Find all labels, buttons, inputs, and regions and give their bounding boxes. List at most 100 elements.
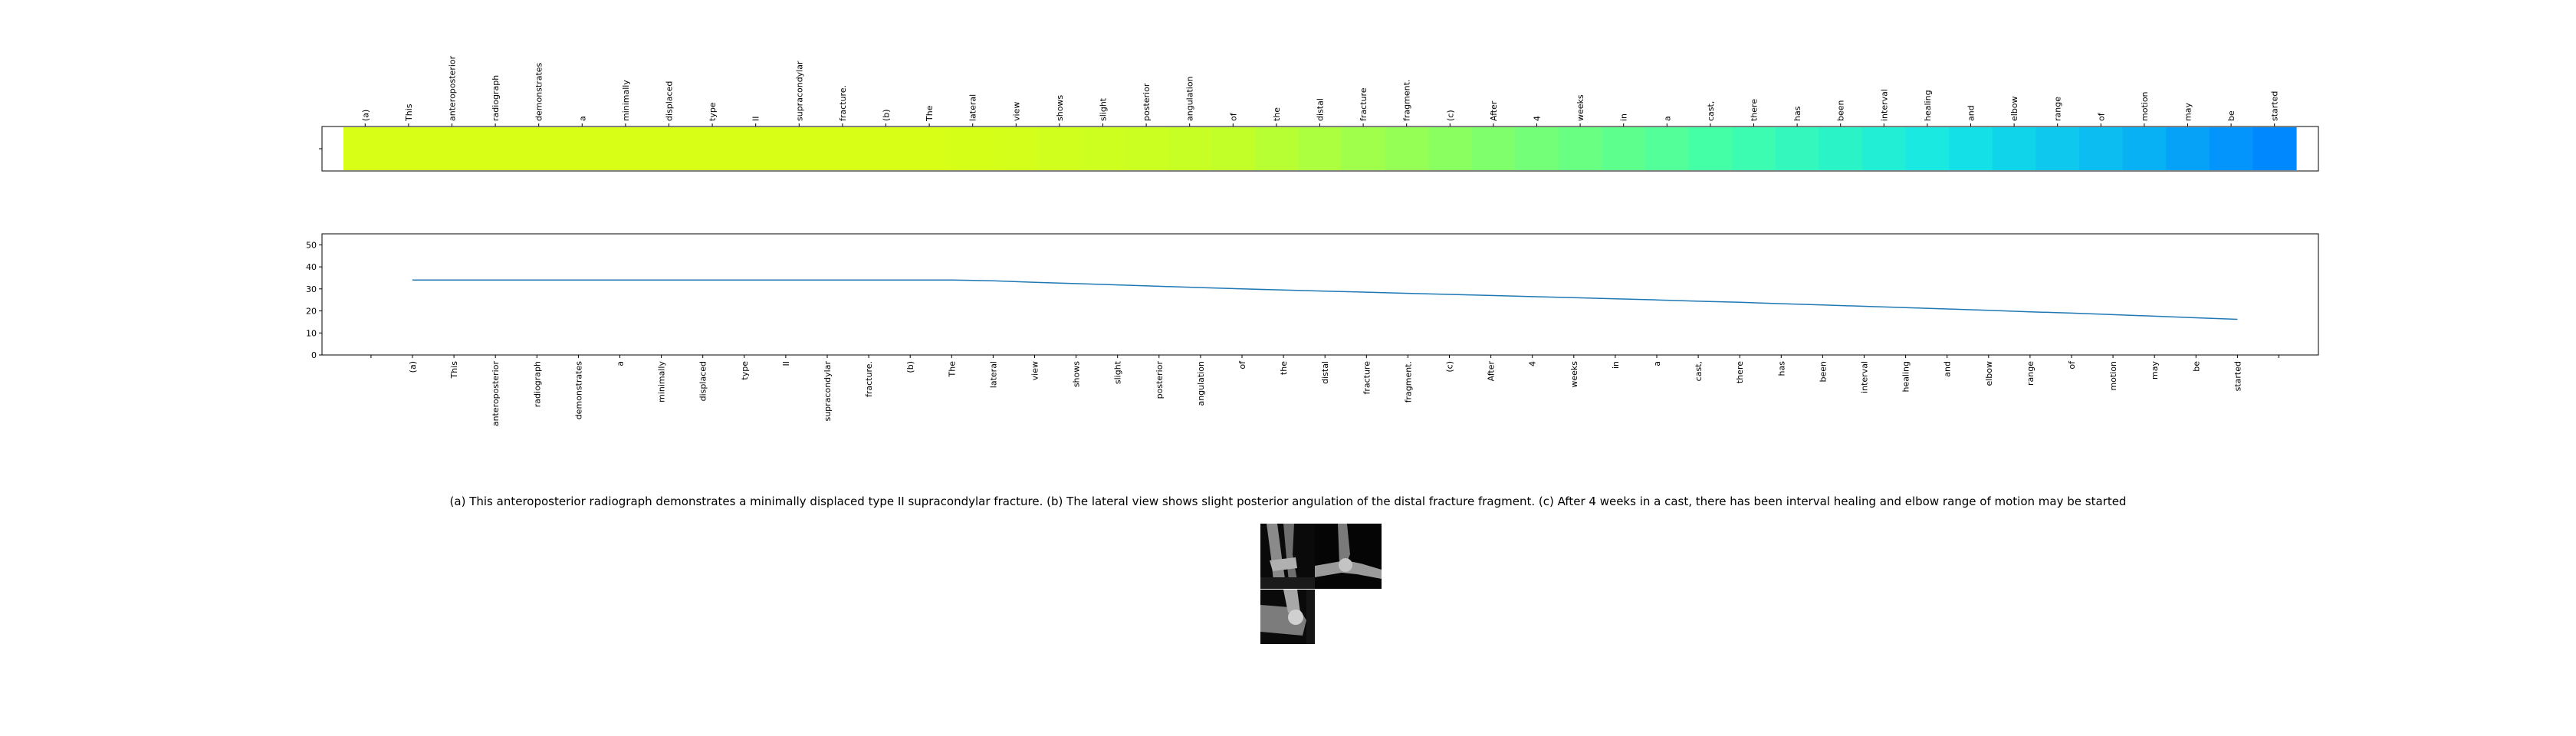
- line-x-tick-label: This: [449, 361, 459, 380]
- heatmap-tick-label: slight: [1099, 97, 1109, 121]
- heatmap-tick-label: and: [1967, 105, 1976, 121]
- heatmap-cell: [864, 127, 909, 170]
- line-x-tick-label: of: [1237, 360, 1247, 370]
- radiograph-thumbnails: [1260, 524, 1382, 644]
- line-x-tick-label: interval: [1860, 361, 1870, 393]
- heatmap-cell: [1645, 127, 1690, 170]
- line-x-tick-label: type: [740, 361, 750, 380]
- heatmap-tick-label: 4: [1533, 116, 1543, 121]
- heatmap-tick-label: fracture.: [838, 85, 848, 121]
- heatmap-tick-label: view: [1011, 102, 1021, 121]
- line-x-tick-label: range: [2026, 361, 2036, 386]
- line-x-tick-label: demonstrates: [573, 361, 583, 420]
- line-y-tick-label: 30: [306, 284, 317, 294]
- heatmap-tick-label: lateral: [968, 94, 978, 121]
- heatmap-cell: [907, 127, 951, 170]
- heatmap-cell: [343, 127, 388, 170]
- line-x-tick-label: may: [2150, 361, 2160, 380]
- heatmap-cell: [1298, 127, 1342, 170]
- line-x-tick-label: radiograph: [532, 361, 542, 407]
- line-axes-frame: [321, 233, 2319, 356]
- heatmap-cell: [1862, 127, 1907, 170]
- line-x-tick-label: fracture.: [864, 361, 874, 397]
- line-y-axis: 0 10 20 30 40 50: [306, 240, 322, 360]
- line-y-tick-label: 0: [311, 350, 317, 360]
- heatmap-tick-label: radiograph: [491, 75, 501, 121]
- line-x-tick-label: supracondylar: [823, 361, 833, 422]
- heatmap-tick-label: in: [1619, 113, 1629, 121]
- heatmap-tick-label: of: [2096, 112, 2106, 121]
- heatmap-cell: [2252, 127, 2297, 170]
- line-x-tick-label: fracture: [1362, 361, 1372, 395]
- line-y-tick-label: 20: [306, 307, 317, 317]
- heatmap-cell: [1558, 127, 1602, 170]
- radiograph-follow-up-image: [1260, 590, 1315, 644]
- heatmap-cell: [1081, 127, 1125, 170]
- line-x-tick-label: motion: [2108, 361, 2118, 391]
- heatmap-tick-label: range: [2053, 97, 2063, 121]
- heatmap-tick-label: demonstrates: [534, 62, 544, 121]
- line-x-tick-label: weeks: [1569, 361, 1579, 388]
- line-x-tick-label: anteroposterior: [491, 361, 501, 427]
- heatmap-cell: [1775, 127, 1819, 170]
- heatmap-cell: [2036, 127, 2080, 170]
- heatmap-tick-label: interval: [1879, 89, 1889, 121]
- heatmap-cell: [1254, 127, 1299, 170]
- heatmap-cell: [690, 127, 734, 170]
- heatmap-tick-label: This: [404, 104, 414, 122]
- line-x-tick-label: 4: [1528, 361, 1538, 366]
- line-y-tick-label: 40: [306, 262, 317, 272]
- heatmap-tick-label: supracondylar: [794, 61, 804, 121]
- heatmap-tick-label: elbow: [2009, 96, 2019, 121]
- heatmap-cell: [473, 127, 518, 170]
- line-x-tick-label: be: [2191, 361, 2201, 372]
- heatmap-cell: [1211, 127, 1256, 170]
- heatmap-cell: [1905, 127, 1950, 170]
- line-x-tick-label: lateral: [988, 361, 998, 388]
- line-x-tick-label: (a): [408, 361, 418, 373]
- heatmap-tick-label: type: [708, 102, 718, 121]
- line-x-tick-label: slight: [1113, 360, 1123, 384]
- line-x-tick-label: healing: [1901, 361, 1911, 393]
- line-x-tick-label: view: [1030, 361, 1040, 380]
- line-x-tick-label: been: [1818, 361, 1828, 383]
- heatmap-tick-label: has: [1792, 106, 1802, 121]
- heatmap-tick-label: a: [1662, 116, 1672, 121]
- heatmap-tick-label: (a): [360, 110, 370, 121]
- line-x-tick-label: in: [1611, 361, 1621, 369]
- heatmap-tick-label: fracture: [1359, 87, 1368, 121]
- heatmap-tick-label: minimally: [621, 80, 631, 121]
- line-x-tick-label: angulation: [1196, 361, 1206, 406]
- heatmap-cell: [994, 127, 1039, 170]
- heatmap-tick-label: II: [751, 117, 761, 122]
- radiograph-ap-image: [1260, 524, 1315, 589]
- heatmap-tick-label: anteroposterior: [448, 55, 458, 121]
- line-x-tick-label: The: [947, 361, 957, 378]
- heatmap-tick-label: posterior: [1142, 83, 1152, 121]
- heatmap-tick-label: there: [1750, 99, 1760, 121]
- heatmap-cell: [777, 127, 822, 170]
- heatmap-cell: [603, 127, 648, 170]
- heatmap-tick-label: healing: [1923, 90, 1933, 121]
- heatmap-cell: [2079, 127, 2124, 170]
- heatmap-cell: [1688, 127, 1733, 170]
- heatmap-cell: [951, 127, 995, 170]
- line-x-tick-label: the: [1279, 361, 1289, 375]
- heatmap-tick-label: shows: [1055, 95, 1065, 121]
- heatmap-tick-label: of: [1228, 112, 1238, 121]
- heatmap-tick-label: fragment.: [1402, 80, 1412, 121]
- line-x-tick-label: elbow: [1984, 361, 1994, 386]
- heatmap-cell: [1124, 127, 1168, 170]
- line-x-tick-label: II: [781, 361, 791, 366]
- figure-caption: (a) This anteroposterior radiograph demo…: [449, 495, 2127, 508]
- heatmap-tick-label: The: [925, 105, 935, 122]
- line-x-tick-label: (c): [1445, 361, 1455, 373]
- heatmap-top-tick-labels: (a) This anteroposterior radiograph demonstr…: [360, 55, 2280, 127]
- heatmap-cell: [2209, 127, 2253, 170]
- heatmap-tick-label: (b): [882, 109, 892, 121]
- line-x-tick-label: minimally: [657, 361, 667, 402]
- line-x-tick-label: started: [2233, 361, 2242, 391]
- heatmap-cells: [343, 127, 2297, 170]
- heatmap-cell: [1515, 127, 1559, 170]
